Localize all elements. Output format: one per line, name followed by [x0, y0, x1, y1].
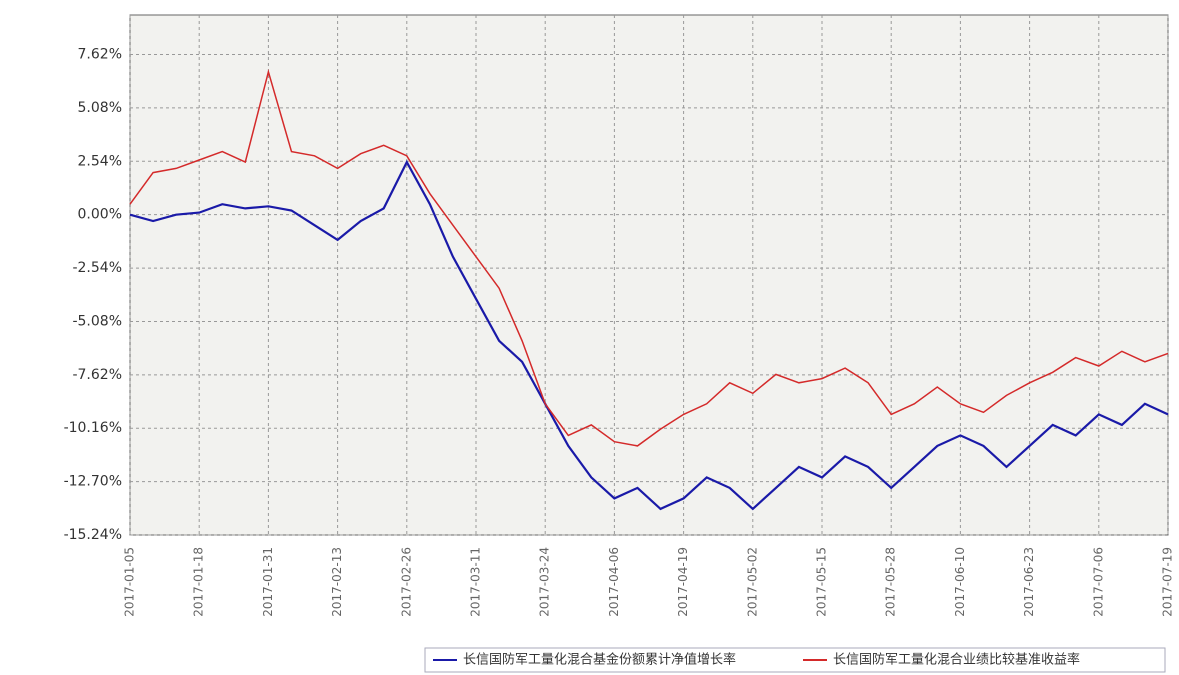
y-tick-label: -2.54% [72, 260, 122, 276]
y-tick-label: 2.54% [78, 153, 122, 169]
x-tick-label: 2017-04-06 [607, 547, 621, 617]
x-tick-label: 2017-01-05 [123, 547, 137, 617]
x-tick-label: 2017-04-19 [676, 547, 690, 617]
x-tick-label: 2017-06-10 [953, 547, 967, 617]
x-tick-label: 2017-07-06 [1091, 547, 1105, 617]
y-tick-label: 7.62% [78, 47, 122, 63]
x-tick-label: 2017-05-15 [815, 547, 829, 617]
y-tick-label: 0.00% [78, 207, 122, 223]
x-tick-label: 2017-02-26 [399, 547, 413, 617]
x-tick-label: 2017-03-11 [469, 547, 483, 617]
x-tick-label: 2017-01-31 [261, 547, 275, 617]
legend-label: 长信国防军工量化混合基金份额累计净值增长率 [463, 652, 736, 668]
x-tick-label: 2017-06-23 [1022, 547, 1036, 617]
y-tick-label: -5.08% [72, 313, 122, 329]
x-tick-label: 2017-05-02 [745, 547, 759, 617]
legend-label: 长信国防军工量化混合业绩比较基准收益率 [833, 652, 1080, 668]
x-tick-label: 2017-07-19 [1161, 547, 1175, 617]
y-tick-label: -12.70% [64, 474, 122, 490]
y-tick-label: 5.08% [78, 100, 122, 116]
y-tick-label: -7.62% [72, 367, 122, 383]
x-tick-label: 2017-05-28 [884, 547, 898, 617]
x-tick-label: 2017-01-18 [192, 547, 206, 617]
x-tick-label: 2017-03-24 [538, 547, 552, 617]
plot-area [130, 15, 1168, 535]
x-tick-label: 2017-02-13 [330, 547, 344, 617]
y-tick-label: -10.16% [64, 420, 122, 436]
y-tick-label: -15.24% [64, 527, 122, 543]
chart: 7.62% 5.08% 2.54% 0.00% -2.54% -5.08% -7.62% -1… [0, 0, 1179, 675]
